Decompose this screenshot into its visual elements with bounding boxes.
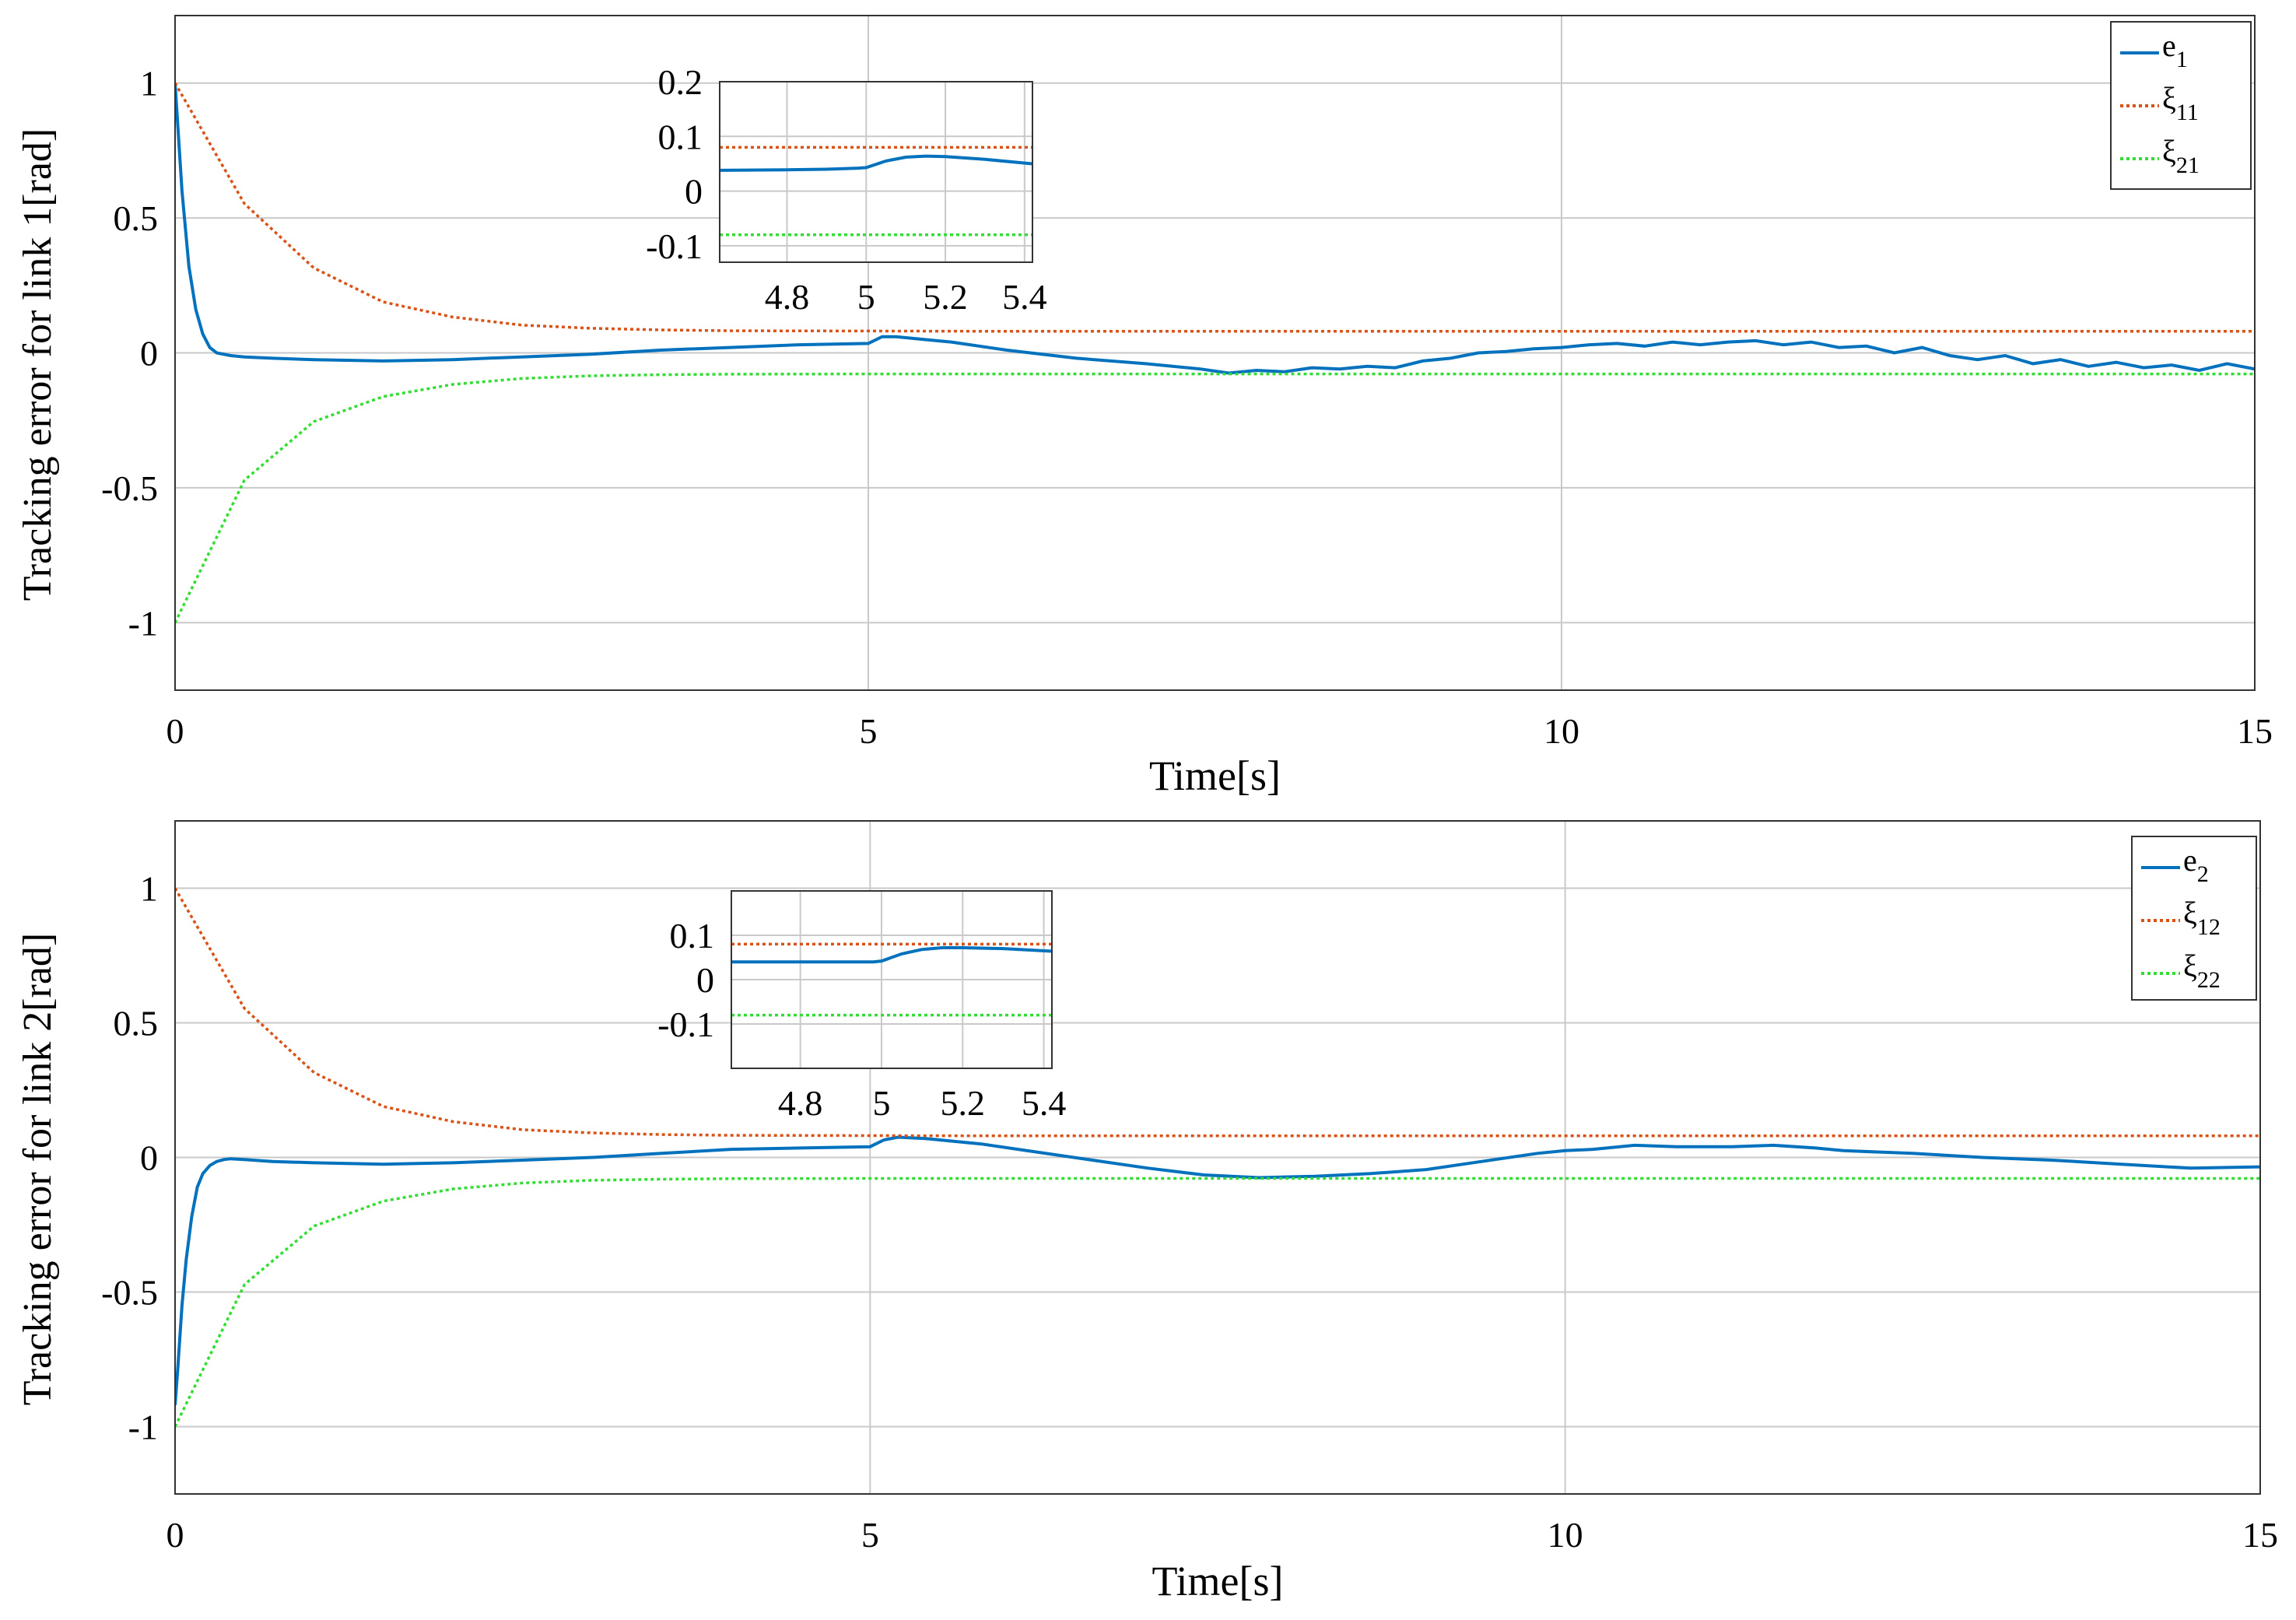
inset-y-tick-label: -0.1 — [646, 226, 703, 266]
y-tick-label: 1 — [140, 64, 158, 103]
x-tick-label: 5 — [861, 1515, 879, 1555]
legend-label: ξ12 — [2183, 896, 2221, 940]
x-tick-label: 15 — [2242, 1515, 2278, 1555]
legend-label: e2 — [2183, 843, 2209, 887]
y-tick-label: -0.5 — [101, 468, 158, 508]
legend-label-sub: 21 — [2176, 153, 2200, 178]
legend-label-base: e — [2162, 28, 2176, 63]
series-line-ξ22 — [175, 1176, 2260, 1428]
inset-y-tick-label: -0.1 — [657, 1005, 714, 1044]
axes-frame — [174, 15, 2256, 691]
legend-label: ξ21 — [2162, 134, 2200, 178]
legend-label: e1 — [2162, 28, 2188, 72]
y-axis-label: Tracking error for link 1[rad] — [16, 128, 60, 601]
x-tick-label: 0 — [167, 1515, 184, 1555]
series-line-e1 — [175, 82, 2255, 375]
legend-label-base: ξ — [2162, 134, 2176, 169]
inset-top: 4.8 5 5.2 5.4 0.2 0.1 0 -0.1 — [646, 62, 1046, 317]
y-tick-label: -1 — [128, 603, 158, 643]
inset-x-tick-label: 4.8 — [778, 1083, 823, 1123]
y-axis-label: Tracking error for link 2[rad] — [16, 933, 60, 1405]
inset-y-tick-label: 0.1 — [658, 117, 703, 156]
inset-x-tick-label: 5.4 — [1022, 1083, 1067, 1123]
inset-x-tick-label: 5.2 — [941, 1083, 986, 1123]
inset-series-line-e1 — [720, 154, 1032, 172]
inset-x-tick-label: 5.2 — [923, 277, 968, 317]
inset-x-tick-label: 5.4 — [1002, 277, 1047, 317]
inset-x-tick-label: 5 — [857, 277, 875, 317]
inset-frame — [719, 81, 1033, 263]
chart-bottom: 0 5 10 15 1 0.5 0 -0.5 -1 Time[s] Tracking error f… — [16, 820, 2278, 1604]
inset-series-line-e2 — [731, 946, 1052, 964]
series-line-ξ12 — [175, 887, 2260, 1138]
inset-y-tick-label: 0 — [696, 960, 714, 1000]
x-tick-label: 0 — [167, 711, 184, 751]
inset-x-tick-label: 4.8 — [765, 277, 810, 317]
y-tick-label: 0 — [140, 1138, 158, 1178]
series-line-e2 — [175, 1135, 2260, 1405]
x-tick-label: 10 — [1548, 1515, 1583, 1555]
x-axis-label: Time[s] — [1149, 752, 1281, 799]
inset-area — [720, 82, 1032, 262]
legend-label-base: ξ — [2183, 949, 2197, 984]
inset-frame — [731, 890, 1053, 1069]
axes-frame — [174, 820, 2261, 1495]
x-tick-label: 10 — [1544, 711, 1579, 751]
y-tick-label: -1 — [128, 1408, 158, 1447]
y-tick-label: 0.5 — [114, 198, 159, 238]
y-tick-label: 0 — [140, 334, 158, 373]
x-tick-label: 15 — [2237, 711, 2273, 751]
x-axis-label: Time[s] — [1152, 1558, 1283, 1604]
inset-y-tick-label: 0.2 — [658, 62, 703, 102]
legend-label-base: ξ — [2162, 81, 2176, 116]
legend-label-base: ξ — [2183, 896, 2197, 931]
inset-y-tick-label: 0 — [685, 172, 703, 212]
inset-x-tick-label: 5 — [872, 1083, 890, 1123]
inset-bottom: 4.8 5 5.2 5.4 0.10 -0.1 — [657, 890, 1067, 1123]
legend-label-sub: 1 — [2176, 47, 2188, 72]
x-tick-label: 5 — [860, 711, 878, 751]
legend-label-sub: 22 — [2197, 967, 2221, 993]
y-tick-label: -0.5 — [101, 1273, 158, 1313]
legend-label-sub: 11 — [2176, 100, 2199, 125]
legend-label-sub: 12 — [2197, 914, 2221, 940]
legend-label: ξ22 — [2183, 949, 2221, 993]
legend-label: ξ11 — [2162, 81, 2199, 125]
y-tick-label: 0.5 — [114, 1004, 159, 1043]
legend-box — [2131, 836, 2257, 1001]
y-tick-label: 1 — [140, 869, 158, 909]
legend-label-sub: 2 — [2197, 861, 2209, 887]
legend-label-base: e — [2183, 843, 2197, 878]
inset-y-tick-label: 0.1 — [670, 916, 715, 956]
